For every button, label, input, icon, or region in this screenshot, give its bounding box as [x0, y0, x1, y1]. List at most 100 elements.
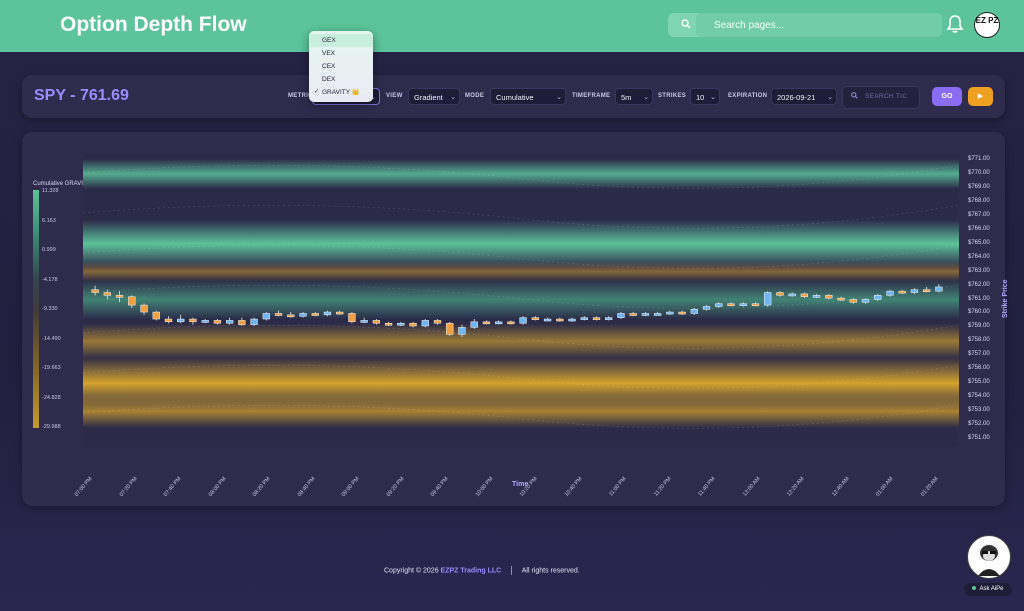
- expiration-select[interactable]: 2026-09-21 ⌄: [771, 88, 837, 105]
- metric-option-cex[interactable]: CEX: [309, 60, 373, 73]
- metric-option-dex[interactable]: DEX: [309, 73, 373, 86]
- candle-body: [580, 317, 588, 320]
- candle-body: [164, 318, 173, 323]
- heatmap-plot[interactable]: [83, 153, 959, 446]
- footer-divider: [511, 566, 513, 575]
- y-tick-label: $757.00: [968, 351, 990, 358]
- y-tick-label: $769.00: [968, 183, 990, 190]
- metric-option-label: CEX: [322, 63, 336, 70]
- candle-body: [360, 320, 368, 323]
- monkey-icon: [970, 538, 1008, 576]
- bell-icon[interactable]: [946, 14, 966, 36]
- candle-body: [800, 293, 809, 297]
- candle-body: [935, 286, 943, 292]
- chevron-down-icon: ⌄: [370, 94, 376, 101]
- footer-brand-link[interactable]: EZPZ Trading LLC: [440, 567, 502, 575]
- heatmap-band: [83, 394, 959, 429]
- view-select[interactable]: Gradient ⌄: [408, 88, 460, 105]
- controls-panel: SPY - 761.69 METRIC ⌄ VIEW Gradient ⌄ MO…: [22, 75, 1005, 118]
- candle-body: [409, 322, 417, 327]
- contour-line: [83, 284, 959, 309]
- heatmap-svg: [83, 153, 959, 446]
- search-input[interactable]: [696, 13, 942, 37]
- strikes-select-value: 10: [696, 93, 705, 102]
- candle-body: [323, 311, 332, 316]
- chevron-down-icon: ⌄: [643, 94, 649, 101]
- candle-body: [678, 311, 686, 315]
- y-tick-label: $770.00: [968, 169, 990, 176]
- colorbar: [33, 190, 39, 428]
- candle-body: [311, 313, 319, 316]
- assistant-avatar-button[interactable]: [967, 535, 1011, 579]
- y-tick-label: $764.00: [968, 253, 990, 260]
- candle-body: [923, 289, 931, 292]
- colorbar-tick-label: -14.490: [42, 335, 61, 342]
- candle-body: [605, 317, 613, 320]
- y-axis-title: Strike Price: [1002, 279, 1009, 318]
- candle-body: [103, 292, 111, 296]
- candle-body: [213, 320, 222, 324]
- timeframe-select[interactable]: 5m ⌄: [615, 88, 653, 105]
- y-tick-label: $754.00: [968, 393, 990, 400]
- candle-body: [617, 313, 625, 318]
- view-select-value: Gradient: [414, 93, 443, 102]
- contour-line: [83, 324, 959, 349]
- metric-option-gravity[interactable]: ✓ GRAVITY 👑: [309, 86, 373, 99]
- y-tick-label: $767.00: [968, 211, 990, 218]
- candle-body: [177, 318, 185, 323]
- candle-body: [348, 313, 356, 323]
- strikes-label: STRIKES: [658, 93, 687, 99]
- candle-body: [629, 313, 637, 316]
- ask-aipe-button[interactable]: Ask AiPe: [964, 583, 1012, 596]
- colorbar-tick-label: -19.663: [42, 365, 61, 371]
- y-tick-label: $756.00: [968, 365, 990, 372]
- strikes-select[interactable]: 10 ⌄: [690, 88, 720, 105]
- colorbar-tick-label: -24.828: [42, 394, 61, 401]
- candle-body: [140, 304, 148, 313]
- candle-body: [262, 313, 270, 320]
- chevron-down-icon: ⌄: [556, 94, 562, 101]
- y-tick-label: $763.00: [968, 267, 990, 274]
- expiration-label: EXPIRATION: [728, 93, 768, 99]
- ticker-price: SPY - 761.69: [34, 87, 129, 104]
- mode-select[interactable]: Cumulative ⌄: [490, 88, 566, 105]
- top-bar: Option Depth Flow EZ PZ: [0, 0, 1024, 52]
- metric-option-gex[interactable]: GEX: [309, 34, 373, 47]
- candle-body: [715, 303, 723, 307]
- candle-body: [653, 313, 662, 316]
- avatar[interactable]: EZ PZ: [974, 12, 1000, 38]
- colorbar-tick-label: -4.178: [42, 276, 58, 283]
- go-button[interactable]: GO: [932, 87, 962, 106]
- y-tick-label: $760.00: [968, 309, 990, 316]
- candle-body: [543, 318, 552, 322]
- metric-option-vex[interactable]: VEX: [309, 47, 373, 60]
- contour-line: [83, 164, 959, 189]
- y-tick-label: $758.00: [968, 337, 990, 344]
- candle-body: [702, 306, 711, 310]
- candle-body: [568, 318, 576, 322]
- candle-body: [764, 292, 772, 306]
- candle-body: [910, 289, 919, 293]
- heatmap-band: [83, 219, 959, 268]
- candle-body: [287, 314, 295, 318]
- candle-body: [812, 295, 821, 298]
- online-dot: [972, 586, 977, 591]
- y-tick-label: $761.00: [968, 295, 990, 302]
- candle-body: [397, 322, 405, 326]
- ask-aipe-label: Ask AiPe: [979, 586, 1004, 592]
- candle-body: [372, 320, 381, 324]
- ticker-search[interactable]: [842, 86, 920, 109]
- candle-body: [641, 313, 650, 316]
- metric-label: METRIC: [288, 93, 313, 99]
- y-tick-label: $766.00: [968, 225, 990, 232]
- ticker-search-input[interactable]: [865, 87, 917, 106]
- candle-body: [592, 317, 601, 320]
- candle-body: [238, 320, 246, 325]
- page-search[interactable]: [668, 13, 942, 37]
- mode-label: MODE: [465, 93, 485, 99]
- play-button[interactable]: ▶: [968, 87, 993, 106]
- candle-body: [519, 317, 527, 324]
- metric-option-label: GEX: [322, 37, 336, 44]
- chevron-down-icon: ⌄: [450, 94, 456, 101]
- footer-year: 2026: [423, 567, 439, 575]
